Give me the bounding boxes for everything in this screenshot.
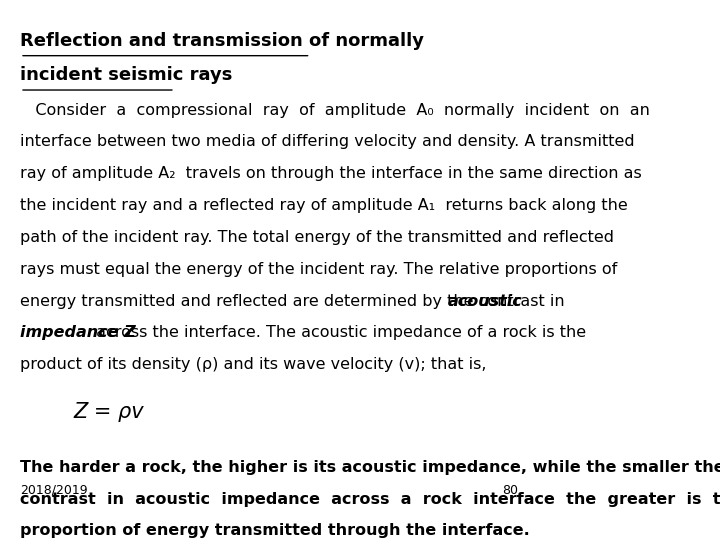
Text: Z = ρv: Z = ρv — [73, 402, 144, 422]
Text: energy transmitted and reflected are determined by the contrast in: energy transmitted and reflected are det… — [20, 294, 570, 308]
Text: Consider  a  compressional  ray  of  amplitude  A₀  normally  incident  on  an: Consider a compressional ray of amplitud… — [20, 103, 650, 118]
Text: product of its density (ρ) and its wave velocity (v); that is,: product of its density (ρ) and its wave … — [20, 357, 487, 372]
Text: proportion of energy transmitted through the interface.: proportion of energy transmitted through… — [20, 523, 530, 538]
Text: contrast  in  acoustic  impedance  across  a  rock  interface  the  greater  is : contrast in acoustic impedance across a … — [20, 491, 720, 507]
Text: 80: 80 — [503, 483, 518, 497]
Text: the incident ray and a reflected ray of amplitude A₁  returns back along the: the incident ray and a reflected ray of … — [20, 198, 628, 213]
Text: 2018/2019: 2018/2019 — [20, 483, 88, 497]
Text: The harder a rock, the higher is its acoustic impedance, while the smaller the: The harder a rock, the higher is its aco… — [20, 460, 720, 475]
Text: ray of amplitude A₂  travels on through the interface in the same direction as: ray of amplitude A₂ travels on through t… — [20, 166, 642, 181]
Text: across the interface. The acoustic impedance of a rock is the: across the interface. The acoustic imped… — [91, 326, 585, 340]
Text: acoustic: acoustic — [448, 294, 523, 308]
Text: rays must equal the energy of the incident ray. The relative proportions of: rays must equal the energy of the incide… — [20, 262, 617, 276]
Text: interface between two media of differing velocity and density. A transmitted: interface between two media of differing… — [20, 134, 635, 150]
Text: Reflection and transmission of normally: Reflection and transmission of normally — [20, 32, 424, 50]
Text: path of the incident ray. The total energy of the transmitted and reflected: path of the incident ray. The total ener… — [20, 230, 614, 245]
Text: impedance Z: impedance Z — [20, 326, 136, 340]
Text: incident seismic rays: incident seismic rays — [20, 66, 233, 84]
